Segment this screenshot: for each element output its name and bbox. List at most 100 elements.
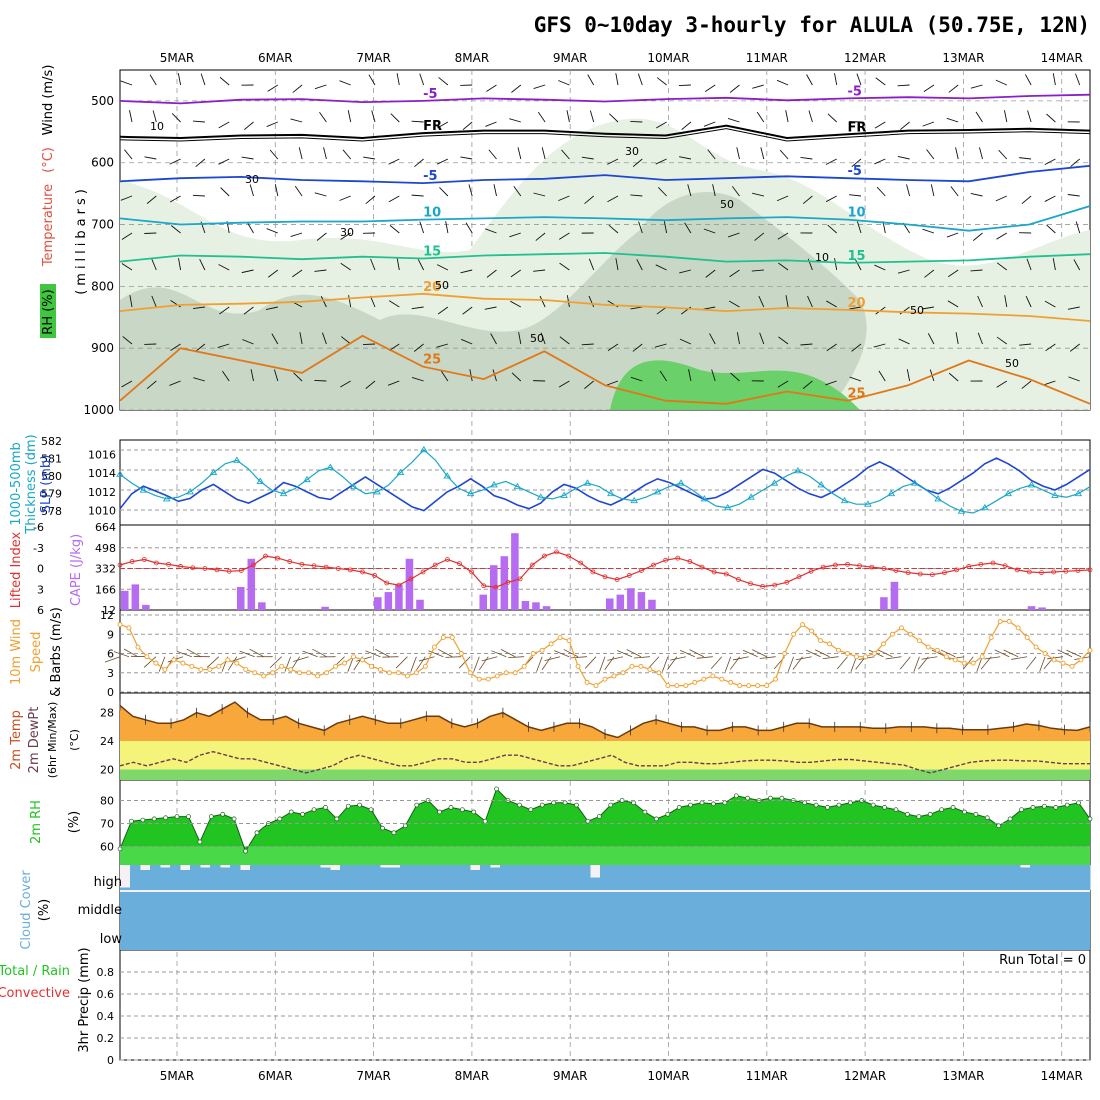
li-marker [396, 582, 402, 588]
cloud-plot [120, 865, 1091, 950]
li-marker [432, 562, 438, 568]
temp-area [120, 702, 1090, 741]
li-marker [578, 560, 584, 566]
wind-speed-marker [189, 663, 195, 669]
wind-barb [897, 156, 910, 160]
cloud-high-bar [340, 865, 351, 890]
wind-barb-10m [508, 656, 525, 659]
rh-marker [768, 795, 773, 801]
wind-barb [411, 306, 424, 310]
wind-barb-10m [536, 656, 543, 672]
wind-speed-marker [692, 679, 698, 685]
wind-barb-10m [206, 656, 220, 668]
wind-barb [630, 306, 643, 310]
wind-barb [319, 111, 327, 123]
thickness-marker [817, 481, 825, 488]
wind-speed-marker [593, 683, 599, 689]
wind-speed-marker [180, 660, 186, 666]
wind-barb [440, 370, 449, 382]
wind-barb [728, 300, 740, 308]
temp-unit-label: (°C) [68, 729, 81, 751]
cloud-high-bar [320, 867, 331, 890]
wind-barb [979, 147, 983, 160]
slp-line [119, 457, 1091, 512]
wind-barb [178, 258, 182, 271]
wind-barb-10m [885, 656, 902, 660]
cape-bar [606, 598, 614, 610]
cloud-high-bar [790, 865, 801, 890]
rh-marker [984, 815, 990, 821]
cape-bar [416, 599, 424, 610]
wind-barb [874, 158, 886, 165]
temp-contour [120, 164, 1090, 185]
wind-barb [825, 195, 837, 203]
cloud-high-bar [630, 865, 641, 890]
rh2m-unit-label: (%) [67, 811, 82, 834]
rh-marker [323, 805, 328, 810]
wind-barb [897, 269, 910, 274]
wind-speed-marker [979, 654, 985, 660]
rh-marker [1030, 805, 1036, 810]
wind-barb [730, 372, 740, 382]
pressure-tick-label: 700 [91, 218, 114, 232]
wind-barb-10m [877, 649, 893, 658]
rh-plot [117, 786, 1093, 865]
wind-barb [396, 258, 400, 271]
cloud-high-bar [480, 865, 491, 890]
rh-marker [163, 815, 168, 821]
wind-barb [558, 380, 570, 388]
wind-speed-marker [620, 670, 626, 676]
panel-frame-li [119, 524, 1091, 611]
wind-barb-10m [269, 656, 282, 669]
cloud-level-low: low [100, 932, 123, 947]
thickness-marker [1051, 491, 1059, 498]
wind-barb [950, 186, 959, 197]
wind-barb [806, 74, 813, 86]
wind-barb [876, 186, 886, 197]
precip-convective-label: Convective [0, 986, 70, 1001]
li-marker [469, 569, 475, 575]
wind-barb [339, 195, 351, 201]
li-marker [590, 569, 596, 575]
wind-barb [1019, 157, 1032, 160]
wind-barb [1025, 74, 1032, 86]
wind-barb [200, 73, 206, 86]
thickness-marker [326, 463, 335, 470]
contour-label: 15 [848, 249, 866, 264]
wind-barb [342, 149, 352, 160]
li-marker [954, 567, 960, 573]
wind-barb [758, 295, 765, 308]
wind-barb [630, 120, 643, 123]
wind-barb [678, 84, 691, 87]
wind-speed-marker [880, 641, 886, 647]
wind-barb [684, 222, 692, 234]
contour-label: 10 [848, 206, 866, 221]
cloud-high-bar [210, 865, 221, 890]
wind-barb [271, 333, 279, 345]
cloud-high-bar [360, 865, 371, 890]
li-marker [990, 560, 996, 566]
wind-barb-10m [647, 656, 660, 669]
cloud-high-bar [770, 865, 781, 890]
wind-speed-marker [961, 660, 967, 666]
li-marker [481, 583, 487, 589]
wind-tick-label: 3 [107, 667, 114, 680]
precip-unit-label: 3hr Precip (mm) [77, 947, 92, 1052]
wind-barb [874, 121, 886, 129]
rh-contour-label: 50 [720, 198, 734, 211]
li-marker [857, 563, 863, 569]
li-marker [966, 564, 972, 569]
wind-speed-marker [216, 663, 222, 669]
wind-speed-marker [854, 654, 859, 660]
cloud-high-bar [1060, 865, 1071, 890]
thickness-tick-label: 579 [41, 488, 62, 501]
cloud-high-bar [200, 867, 211, 890]
rh-marker [482, 818, 488, 824]
wind-speed-marker [333, 663, 339, 669]
wind-speed-marker [162, 667, 168, 672]
wind-barb [637, 73, 643, 86]
li-marker [663, 557, 669, 563]
rh-marker [494, 786, 499, 792]
wind-barb [314, 84, 327, 90]
wind-barb-10m [787, 656, 794, 672]
